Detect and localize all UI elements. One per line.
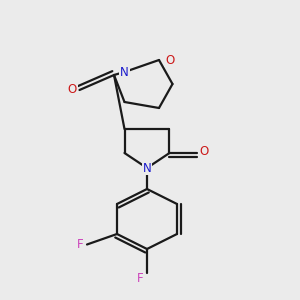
Text: N: N [120, 65, 129, 79]
Text: N: N [142, 161, 152, 175]
Text: F: F [137, 272, 144, 285]
Text: O: O [68, 82, 76, 96]
Text: O: O [200, 145, 208, 158]
Text: O: O [165, 53, 174, 67]
Text: F: F [77, 238, 84, 251]
